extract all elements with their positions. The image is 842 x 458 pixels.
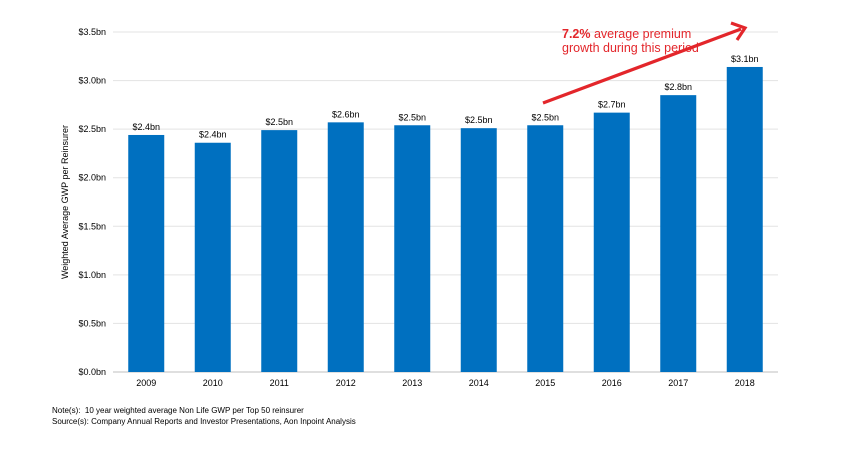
data-label: $3.1bn: [731, 54, 759, 64]
bar: [128, 134, 165, 372]
bar: [593, 112, 630, 372]
x-tick-label: 2014: [469, 378, 489, 388]
y-tick-label: $3.0bn: [78, 76, 106, 86]
note-text: Note(s): 10 year weighted average Non Li…: [52, 406, 304, 415]
bar: [261, 130, 298, 372]
x-tick-label: 2009: [136, 378, 156, 388]
growth-arrow-line: [542, 27, 742, 105]
data-label: $2.4bn: [132, 122, 160, 132]
data-label: $2.6bn: [332, 109, 360, 119]
x-tick-label: 2018: [735, 378, 755, 388]
growth-rate: 7.2%: [562, 27, 591, 41]
data-label: $2.5bn: [465, 115, 493, 125]
data-label: $2.5bn: [265, 117, 293, 127]
y-tick-label: $1.5bn: [78, 221, 106, 231]
data-label: $2.5bn: [398, 112, 426, 122]
bar: [527, 125, 564, 372]
y-tick-label: $2.5bn: [78, 124, 106, 134]
y-axis-label: Weighted Average GWP per Reinsurer: [60, 125, 70, 279]
bar: [660, 95, 697, 373]
data-label: $2.8bn: [664, 82, 692, 92]
source-text: Source(s): Company Annual Reports and In…: [52, 417, 356, 426]
x-tick-label: 2016: [602, 378, 622, 388]
x-tick-label: 2010: [203, 378, 223, 388]
x-tick-label: 2013: [402, 378, 422, 388]
bar: [460, 128, 497, 372]
data-label: $2.7bn: [598, 100, 626, 110]
growth-annotation: 7.2% average premium growth during this …: [562, 27, 712, 55]
y-tick-label: $3.5bn: [78, 27, 106, 37]
x-tick-label: 2017: [668, 378, 688, 388]
growth-arrow-head-icon: [730, 21, 748, 41]
x-tick-label: 2015: [535, 378, 555, 388]
growth-text: average premium growth during this perio…: [562, 27, 699, 55]
y-tick-label: $1.0bn: [78, 270, 106, 280]
data-label: $2.5bn: [531, 112, 559, 122]
bar: [327, 122, 364, 372]
y-tick-label: $2.0bn: [78, 173, 106, 183]
y-tick-label: $0.5bn: [78, 318, 106, 328]
x-tick-label: 2011: [270, 378, 289, 388]
bar: [726, 66, 763, 372]
x-tick-label: 2012: [336, 378, 356, 388]
data-label: $2.4bn: [199, 130, 227, 140]
bar: [394, 125, 431, 372]
bar: [194, 142, 231, 372]
y-tick-label: $0.0bn: [78, 367, 106, 377]
